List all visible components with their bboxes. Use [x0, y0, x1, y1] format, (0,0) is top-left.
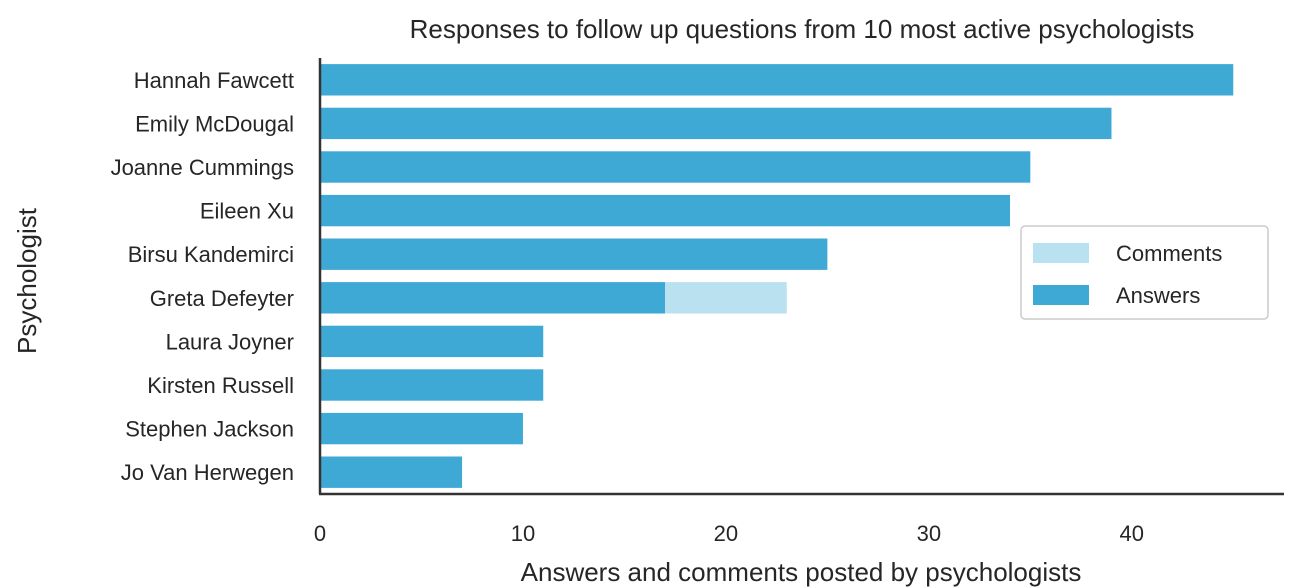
bar-answers-laura-joyner	[320, 325, 544, 358]
category-label: Hannah Fawcett	[134, 68, 294, 93]
category-label: Birsu Kandemirci	[128, 242, 294, 267]
bar-answers-greta-defeyter	[320, 282, 666, 314]
bar-comments-greta-defeyter	[665, 282, 787, 314]
category-label: Emily McDougal	[135, 111, 294, 136]
category-label: Stephen Jackson	[125, 417, 294, 442]
x-axis-label: Answers and comments posted by psycholog…	[521, 557, 1082, 587]
category-label: Eileen Xu	[200, 199, 294, 224]
bars-group	[320, 64, 1234, 488]
bar-answers-hannah-fawcett	[320, 64, 1234, 96]
bar-answers-eileen-xu	[320, 194, 1011, 227]
bar-answers-birsu-kandemirci	[320, 238, 828, 270]
x-tick-label: 30	[917, 521, 941, 546]
legend-label-answers: Answers	[1116, 283, 1200, 308]
y-axis-label: Psychologist	[12, 207, 42, 354]
bar-answers-kirsten-russell	[320, 369, 544, 401]
category-label: Kirsten Russell	[147, 373, 294, 398]
x-tick-label: 40	[1120, 521, 1144, 546]
bar-answers-emily-mcdougal	[320, 107, 1112, 140]
category-labels: Hannah Fawcett Emily McDougal Joanne Cummi…	[111, 68, 294, 485]
x-tick-label: 10	[511, 521, 535, 546]
legend-label-comments: Comments	[1116, 241, 1222, 266]
bar-answers-joanne-cummings	[320, 151, 1031, 183]
chart-title: Responses to follow up questions from 10…	[410, 14, 1195, 44]
x-tick-label: 20	[714, 521, 738, 546]
category-label: Joanne Cummings	[111, 155, 294, 180]
bar-answers-jo-van-herwegen	[320, 456, 463, 488]
legend: Comments Answers	[1020, 225, 1269, 320]
legend-swatch-comments	[1033, 243, 1089, 263]
x-tick-label: 0	[314, 521, 326, 546]
category-label: Greta Defeyter	[150, 286, 294, 311]
x-ticks: 0 10 20 30 40	[314, 521, 1144, 546]
category-label: Laura Joyner	[166, 329, 294, 354]
legend-swatch-answers	[1033, 285, 1089, 305]
bar-answers-stephen-jackson	[320, 412, 523, 445]
category-label: Jo Van Herwegen	[121, 460, 294, 485]
